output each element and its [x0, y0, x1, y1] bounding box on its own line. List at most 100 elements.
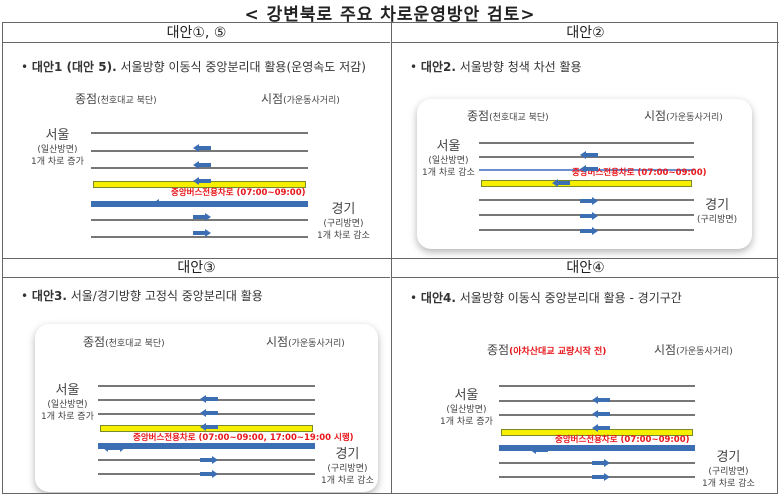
arrow-left-icon [193, 170, 211, 185]
panel-title: • 대안3. 서울/경기방향 고정식 중앙분리대 활용 [21, 289, 263, 303]
panel-title: • 대안1 (대안 5). 서울방향 이동식 중앙분리대 활용(운영속도 저감) [21, 60, 366, 74]
arrow-left-icon [580, 158, 598, 173]
arrow-left-icon [580, 144, 598, 159]
lane-line [91, 219, 308, 221]
title-bold: 대안3. [31, 289, 67, 303]
start-sub: (가운동사거리) [666, 113, 723, 123]
bus-lane-label: 중앙버스전용차로 (07:00~09:00, 17:00~19:00 시행) [133, 433, 354, 443]
gyeonggi-note: 1개 차로 감소 [317, 231, 370, 241]
arrow-left-icon [153, 192, 171, 207]
end-point-label: 종점(아차산대교 교량시작 전) [487, 341, 606, 358]
bus-lane-label: 중앙버스전용차로 (07:00~09:00) [572, 168, 707, 178]
seoul-note: 1개 차로 증가 [41, 412, 94, 422]
arrow-right-icon [580, 205, 598, 220]
start-sub: (가운동사거리) [288, 339, 345, 349]
panel-title: • 대안2. 서울방향 청색 차선 활용 [410, 60, 582, 74]
page-title: < 강변북로 주요 차로운영방안 검토> [244, 5, 536, 25]
gyeonggi-sub: (구리방면) [708, 467, 749, 477]
gyeonggi-label: 경기 [716, 450, 741, 465]
lane-line [91, 132, 308, 134]
seoul-direction-label: 서울 (일산방면) 1개 차로 증가 [440, 388, 493, 428]
gyeonggi-label: 경기 [705, 198, 730, 213]
gyeonggi-sub: (구리방면) [327, 464, 368, 474]
end-label: 종점 [83, 335, 106, 349]
gyeonggi-note: 1개 차로 감소 [702, 479, 755, 489]
gyeonggi-sub: (구리방면) [697, 215, 738, 225]
end-point-label: 종점(천호대교 북단) [467, 107, 549, 124]
seoul-sub: (일산방면) [47, 400, 88, 410]
title-rest: 서울방향 청색 차선 활용 [455, 60, 582, 74]
gyeonggi-label: 경기 [331, 202, 356, 217]
seoul-direction-label: 서울 (일산방면) 1개 차로 증가 [31, 128, 84, 168]
start-label: 시점 [261, 92, 284, 106]
panel-title: • 대안4. 서울방향 이동식 중앙분리대 활용 - 경기구간 [410, 291, 682, 305]
seoul-label: 서울 [454, 388, 479, 403]
start-label: 시점 [654, 343, 677, 357]
alternatives-table: 대안①, ⑤ • 대안1 (대안 5). 서울방향 이동식 중앙분리대 활용(운영… [2, 22, 779, 494]
end-point-label: 종점(천호대교 북단) [83, 333, 165, 350]
seoul-note: 1개 차로 증가 [31, 157, 84, 167]
title-bold: 대안2. [420, 60, 456, 74]
arrow-left-icon [193, 137, 211, 152]
median-barrier [499, 445, 695, 451]
title-rest: 서울방향 이동식 중앙분리대 활용(운영속도 저감) [116, 60, 366, 74]
arrow-left-icon [200, 402, 218, 417]
arrow-right-icon [200, 449, 218, 464]
start-point-label: 시점(가운동사거리) [654, 341, 733, 358]
arrow-left-icon [592, 417, 610, 432]
diagram-card [417, 99, 752, 249]
start-point-label: 시점(가운동사거리) [644, 107, 723, 124]
bus-lane-bar [481, 180, 692, 187]
bus-lane-label: 중앙버스전용차로 (07:00~09:00) [171, 188, 306, 198]
arrow-right-icon [193, 222, 211, 237]
panel-header: 대안② [392, 23, 779, 43]
end-label: 종점 [75, 92, 98, 106]
title-bold: 대안4. [420, 291, 456, 305]
seoul-sub: (일산방면) [37, 145, 78, 155]
end-sub: (천호대교 북단) [105, 339, 165, 349]
start-point-label: 시점(가운동사거리) [266, 333, 345, 350]
diagram-card [35, 324, 378, 492]
end-label: 종점 [487, 343, 510, 357]
median-barrier [98, 443, 315, 449]
arrow-left-icon [193, 154, 211, 169]
bus-lane-label: 중앙버스전용차로 (07:00~09:00) [555, 435, 690, 445]
seoul-direction-label: 서울 (일산방면) 1개 차로 증가 [41, 383, 94, 423]
title-rest: 서울/경기방향 고정식 중앙분리대 활용 [66, 289, 263, 303]
end-sub: (천호대교 북단) [97, 96, 157, 106]
gyeonggi-direction-label: 경기 (구리방면) 1개 차로 감소 [702, 450, 755, 490]
arrow-right-icon [592, 466, 610, 481]
arrow-left-icon [200, 388, 218, 403]
panel-header: 대안①, ⑤ [3, 23, 390, 43]
arrow-right-icon [580, 190, 598, 205]
gyeonggi-direction-label: 경기 (구리방면) 1개 차로 감소 [321, 447, 374, 487]
gyeonggi-label: 경기 [335, 447, 360, 462]
seoul-note: 1개 차로 감소 [422, 168, 475, 178]
seoul-note: 1개 차로 증가 [440, 417, 493, 427]
seoul-label: 서울 [45, 128, 70, 143]
start-sub: (가운동사거리) [283, 96, 340, 106]
arrow-left-icon [592, 403, 610, 418]
title-rest: 서울방향 이동식 중앙분리대 활용 - 경기구간 [455, 291, 682, 305]
alternative-panel: • 대안1 (대안 5). 서울방향 이동식 중앙분리대 활용(운영속도 저감)… [3, 44, 390, 258]
row-divider [3, 258, 777, 259]
arrow-left-icon [592, 389, 610, 404]
start-sub: (가운동사거리) [676, 347, 733, 357]
gyeonggi-direction-label: 경기 (구리방면) [697, 198, 737, 226]
seoul-label: 서울 [55, 383, 80, 398]
lane-line [91, 236, 308, 238]
arrow-right-icon [193, 206, 211, 221]
panel-header: 대안③ [3, 258, 390, 278]
end-point-label: 종점(천호대교 북단) [75, 90, 157, 107]
median-barrier [91, 201, 308, 207]
start-point-label: 시점(가운동사거리) [261, 90, 340, 107]
arrow-left-icon [530, 439, 548, 454]
end-label: 종점 [467, 109, 490, 123]
panel-header: 대안④ [392, 258, 779, 278]
end-sub: (아차산대교 교량시작 전) [509, 347, 607, 357]
gyeonggi-note: 1개 차로 감소 [321, 476, 374, 486]
start-label: 시점 [644, 109, 667, 123]
lane-line [91, 150, 308, 152]
